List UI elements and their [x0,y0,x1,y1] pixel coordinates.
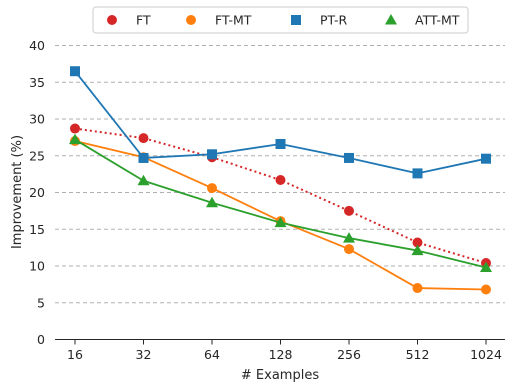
legend-item-pt-r: PT-R [291,13,348,28]
data-point-ft [275,175,286,186]
series-pt-r [70,66,491,179]
grid-lines [55,45,505,304]
legend-label: FT [136,13,151,28]
data-point-pt-r [207,149,217,160]
x-tick-label: 1024 [470,347,502,362]
legend-item-att-mt: ATT-MT [385,13,460,28]
x-axis-ticks: 16 32 64 128 256 512 1024 [67,339,502,362]
x-tick-label: 64 [204,347,220,362]
legend-item-ft-mt: FT-MT [186,13,252,28]
series-line-pt-r [74,70,487,175]
data-point-att-mt [137,174,150,186]
y-axis-title: Improvement (%) [10,135,25,249]
y-tick-label: 5 [37,295,45,310]
data-point-ft-mt [207,183,217,194]
x-tick-label: 16 [67,347,83,362]
y-tick-label: 10 [29,259,45,274]
data-point-ft-mt [481,284,491,295]
data-point-ft [412,237,423,248]
y-tick-label: 0 [37,332,45,347]
y-tick-label: 25 [29,148,45,163]
data-point-att-mt [206,196,218,208]
legend-label: PT-R [320,13,348,28]
y-tick-label: 35 [29,75,45,90]
data-point-att-mt [69,133,81,145]
x-tick-label: 32 [136,347,152,362]
y-tick-label: 30 [29,112,45,127]
data-point-pt-r [481,153,491,164]
data-point-att-mt [274,216,287,228]
y-tick-label: 40 [29,38,45,53]
y-tick-label: 20 [29,185,45,200]
x-tick-label: 512 [406,347,430,362]
y-axis-ticks: 0 5 10 15 20 25 30 35 40 [29,38,45,347]
series-att-mt [69,133,492,272]
data-point-ft [70,123,80,134]
data-point-ft [344,205,354,216]
series-ft-mt [70,136,491,295]
x-tick-label: 128 [269,347,293,362]
data-point-pt-r [70,66,80,77]
data-point-pt-r [344,152,354,163]
data-point-ft [138,133,149,144]
legend-marker-pt-r [291,15,301,25]
data-point-ft-mt [412,283,423,294]
data-point-att-mt [480,261,492,272]
legend-marker-att-mt [385,14,397,25]
series-layer [69,66,492,295]
data-point-pt-r [138,152,149,163]
data-point-att-mt [343,232,355,243]
legend-marker-ft [107,15,117,25]
legend-label: FT-MT [215,13,252,28]
data-point-att-mt [411,244,424,256]
legend: FT FT-MT PT-R ATT-MT [92,6,469,34]
x-tick-label: 256 [337,347,361,362]
legend-label: ATT-MT [415,13,460,28]
series-line-ft-mt [74,140,487,291]
data-point-ft-mt [344,244,354,255]
data-point-pt-r [275,138,286,149]
legend-item-ft: FT [107,13,151,28]
legend-marker-ft-mt [186,15,196,25]
x-axis-title: # Examples [241,368,319,382]
data-point-pt-r [412,168,423,179]
y-tick-label: 15 [29,222,45,237]
series-line-att-mt [74,138,487,269]
legend-frame [92,6,469,34]
